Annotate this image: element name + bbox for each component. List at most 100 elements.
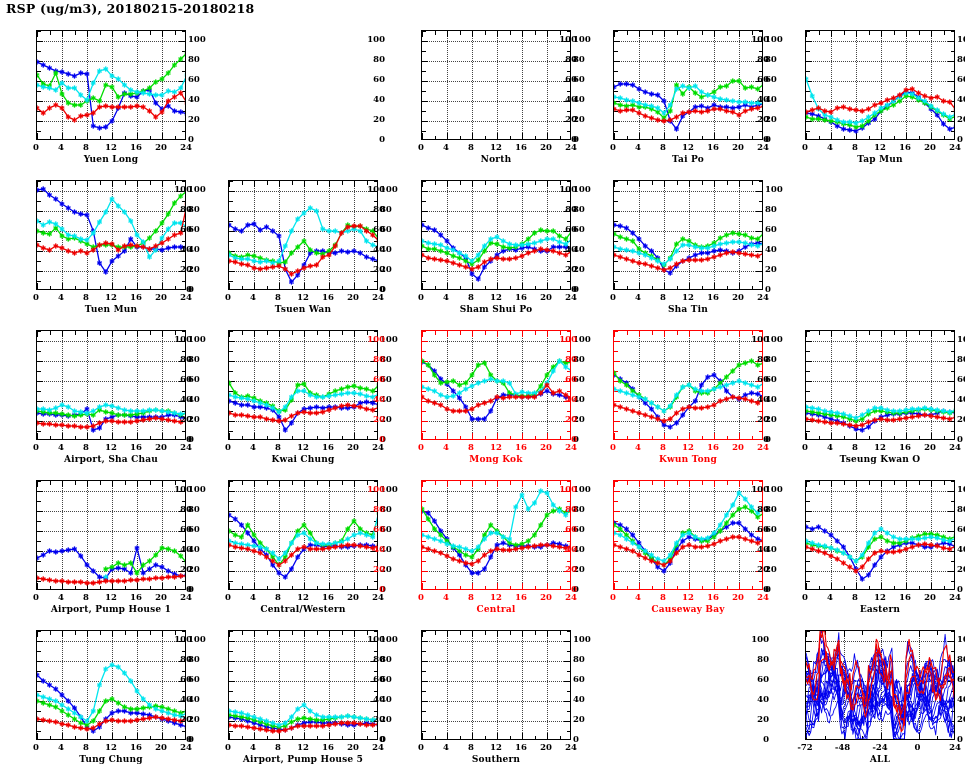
axis-tick-x [484, 31, 486, 35]
axis-tick-x [434, 331, 436, 335]
axis-tick-y [614, 121, 620, 122]
axis-tick-x [49, 181, 51, 185]
axis-tick-x [639, 481, 640, 487]
axis-tick-x [124, 585, 126, 589]
gridline-horizontal [229, 511, 377, 512]
axis-tick-y [756, 121, 762, 122]
axis-tick-y [229, 681, 235, 682]
axis-tick-y [950, 481, 954, 482]
axis-tick-y [758, 131, 762, 132]
y-tick-label: 0 [763, 735, 769, 745]
axis-tick-x [162, 283, 163, 289]
axis-tick-x [818, 331, 820, 335]
axis-tick-y [181, 91, 185, 92]
y-tick-label-right: 40 [188, 245, 200, 255]
axis-tick-x [639, 433, 640, 439]
axis-tick-x [422, 331, 423, 337]
axis-tick-y [756, 531, 762, 532]
axis-tick-x [701, 285, 703, 289]
gridline-vertical [354, 181, 355, 289]
panel-title: Central/Western [260, 605, 346, 615]
axis-tick-y [422, 711, 426, 712]
plot-area [36, 30, 186, 140]
axis-tick-y [756, 361, 762, 362]
gridline-vertical [162, 31, 163, 139]
axis-tick-y [371, 511, 377, 512]
axis-tick-x [484, 435, 486, 439]
axis-tick-x [99, 31, 101, 35]
y-tick-label-right: 20 [573, 715, 585, 725]
gridline-horizontal [614, 381, 762, 382]
axis-tick-x [547, 133, 548, 139]
panel-title: Airport, Sha Chau [63, 455, 159, 465]
axis-tick-x [906, 583, 907, 589]
axis-tick-y [566, 371, 570, 372]
axis-tick-x [881, 583, 882, 589]
axis-tick-y [181, 411, 185, 412]
y-tick-label: 0 [186, 585, 192, 595]
gridline-horizontal [229, 551, 377, 552]
x-tick-label: 24 [949, 593, 961, 603]
axis-tick-x [229, 181, 230, 187]
gridline-horizontal [806, 361, 954, 362]
axis-tick-x [329, 733, 330, 739]
axis-tick-x [931, 31, 932, 37]
x-tick-label: 8 [468, 593, 474, 603]
axis-tick-y [181, 581, 185, 582]
axis-tick-x [701, 331, 703, 335]
axis-tick-y [179, 121, 185, 122]
y-tick-label-right: 80 [188, 655, 200, 665]
axis-tick-y [948, 41, 954, 42]
axis-tick-x [664, 283, 665, 289]
y-tick-label: 80 [373, 505, 385, 515]
axis-tick-x [341, 631, 343, 635]
x-tick-label: 8 [83, 593, 89, 603]
axis-tick-y [806, 701, 812, 702]
axis-tick-x [509, 285, 511, 289]
axis-tick-x [899, 631, 901, 635]
axis-tick-y [566, 221, 570, 222]
y-tick-label-right: 100 [188, 485, 206, 495]
axis-tick-y [758, 31, 762, 32]
gridline-vertical [304, 631, 305, 739]
gridline-vertical [522, 331, 523, 439]
axis-tick-x [37, 433, 38, 439]
axis-tick-y [229, 731, 233, 732]
y-tick-label-right: 20 [188, 115, 200, 125]
y-tick-label-right: 60 [573, 525, 585, 535]
y-tick-label-right: 80 [573, 655, 585, 665]
axis-tick-y [564, 641, 570, 642]
axis-tick-y [806, 361, 812, 362]
x-tick-label: 24 [372, 293, 384, 303]
axis-tick-x [174, 181, 176, 185]
panel-title: North [480, 155, 512, 165]
axis-tick-x [459, 735, 461, 739]
axis-tick-x [62, 331, 63, 337]
gridline-horizontal [37, 551, 185, 552]
y-tick-label: 80 [180, 505, 192, 515]
axis-tick-y [181, 671, 185, 672]
axis-tick-x [229, 631, 230, 637]
axis-tick-y [564, 571, 570, 572]
x-tick-label: 8 [852, 443, 858, 453]
axis-tick-y [373, 541, 377, 542]
x-tick-label: 16 [707, 443, 719, 453]
axis-tick-x [806, 481, 807, 487]
plot-area [421, 480, 571, 590]
axis-tick-y [758, 431, 762, 432]
axis-tick-y [756, 211, 762, 212]
axis-tick-y [422, 531, 428, 532]
axis-tick-y [181, 351, 185, 352]
x-tick-label: 24 [949, 143, 961, 153]
axis-tick-y [806, 511, 812, 512]
axis-tick-x [341, 285, 343, 289]
axis-tick-x [664, 31, 665, 37]
axis-tick-x [124, 181, 126, 185]
axis-tick-x [943, 435, 945, 439]
axis-tick-x [626, 31, 628, 35]
axis-tick-x [87, 631, 88, 637]
y-tick-label: 40 [757, 695, 769, 705]
axis-tick-x [174, 285, 176, 289]
y-tick-label: 80 [565, 205, 577, 215]
gridline-horizontal [422, 421, 570, 422]
